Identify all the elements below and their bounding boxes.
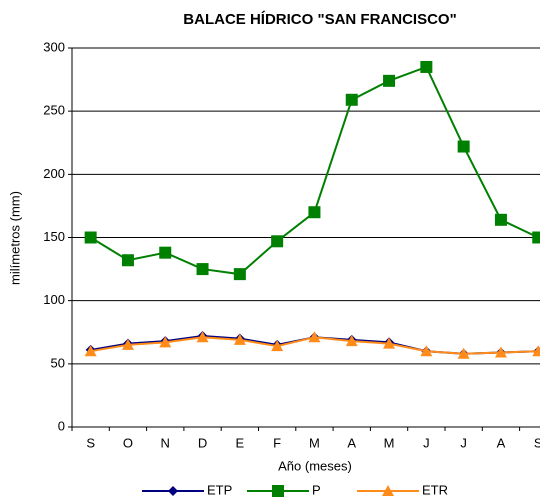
y-tick-label: 0 — [58, 418, 65, 433]
data-point — [420, 345, 433, 357]
x-tick-label: E — [236, 435, 245, 450]
data-point — [84, 345, 97, 357]
data-point — [308, 206, 321, 219]
legend-marker — [382, 485, 394, 496]
data-point — [420, 60, 433, 73]
x-tick-label: M — [309, 435, 320, 450]
y-tick-label: 50 — [51, 355, 65, 370]
data-point — [383, 74, 396, 87]
data-point — [271, 235, 284, 248]
data-point — [233, 268, 246, 281]
data-point — [532, 345, 540, 357]
chart-title: BALACE HÍDRICO "SAN FRANCISCO" — [183, 11, 456, 28]
y-tick-label: 100 — [43, 292, 65, 307]
series-line — [90, 65, 539, 276]
data-point — [196, 331, 209, 343]
data-point — [196, 263, 209, 276]
data-point — [457, 347, 470, 359]
x-tick-label: O — [123, 435, 133, 450]
data-point — [308, 331, 321, 343]
x-tick-label: D — [198, 435, 207, 450]
data-point — [121, 254, 134, 267]
x-tick-label: A — [497, 435, 506, 450]
data-point — [345, 93, 358, 106]
y-axis-label: milímetros (mm) — [7, 191, 22, 285]
legend-label: P — [312, 482, 321, 497]
data-point — [271, 340, 284, 352]
data-point — [84, 231, 97, 244]
data-point — [159, 336, 172, 348]
x-tick-label: A — [347, 435, 356, 450]
data-point — [532, 231, 540, 244]
data-point — [494, 213, 507, 226]
x-axis-label: Año (meses) — [278, 458, 352, 473]
x-tick-label: F — [273, 435, 281, 450]
data-point — [233, 333, 246, 345]
x-tick-label: N — [161, 435, 170, 450]
x-tick-label: J — [423, 435, 430, 450]
legend-marker — [168, 486, 178, 496]
data-point — [121, 338, 134, 350]
x-tick-label: M — [384, 435, 395, 450]
data-point — [457, 140, 470, 153]
x-tick-label: J — [460, 435, 467, 450]
x-tick-label: S — [534, 435, 540, 450]
y-tick-label: 200 — [43, 166, 65, 181]
legend-marker — [272, 485, 284, 497]
y-tick-label: 150 — [43, 229, 65, 244]
y-tick-label: 300 — [43, 39, 65, 54]
data-point — [345, 335, 358, 347]
data-point — [494, 346, 507, 358]
legend-label: ETP — [207, 482, 232, 497]
legend-label: ETR — [422, 482, 448, 497]
x-tick-label: S — [86, 435, 95, 450]
y-tick-label: 250 — [43, 103, 65, 118]
data-point — [383, 337, 396, 349]
data-point — [159, 246, 172, 259]
